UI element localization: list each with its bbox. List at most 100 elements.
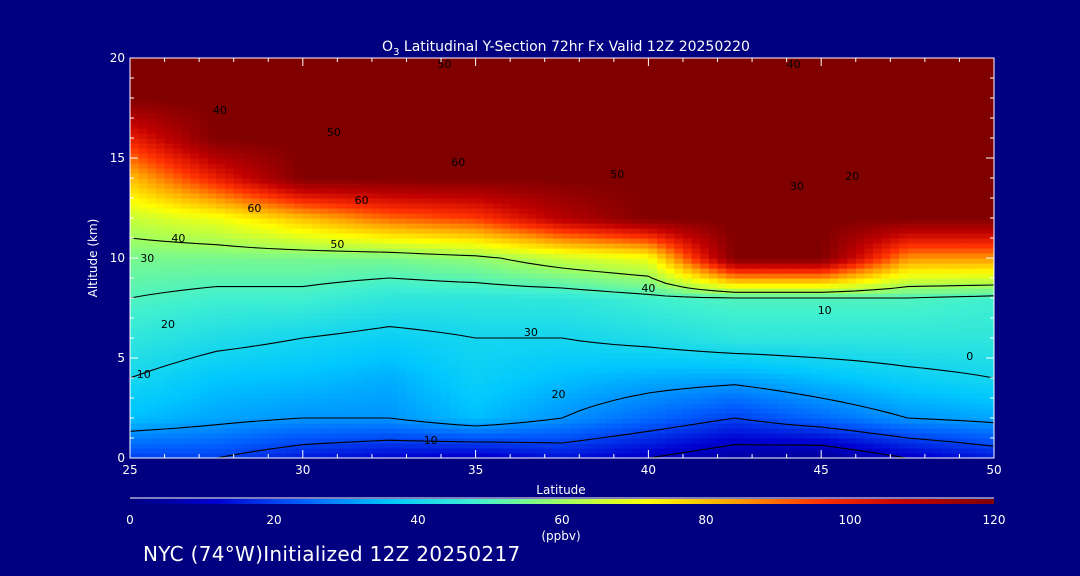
heatmap-cell — [484, 318, 494, 324]
heatmap-cell — [466, 368, 477, 374]
heatmap-cell — [881, 283, 891, 289]
heatmap-cell — [544, 448, 554, 454]
heatmap-cell — [518, 243, 529, 249]
heatmap-cell — [199, 263, 209, 269]
heatmap-cell — [873, 308, 883, 314]
heatmap-cell — [501, 403, 511, 409]
heatmap-cell — [233, 453, 243, 458]
heatmap-cell — [639, 388, 649, 394]
heatmap-cell — [233, 428, 243, 434]
heatmap-cell — [933, 338, 943, 344]
heatmap-cell — [207, 433, 217, 439]
heatmap-cell — [337, 378, 347, 384]
heatmap-cell — [510, 308, 520, 314]
heatmap-cell — [596, 208, 606, 214]
heatmap-cell — [700, 353, 710, 359]
heatmap-cell — [968, 318, 978, 324]
heatmap-cell — [302, 208, 313, 214]
heatmap-cell — [829, 298, 840, 304]
heatmap-cell — [665, 328, 675, 334]
heatmap-cell — [259, 428, 269, 434]
heatmap-cell — [838, 323, 848, 329]
heatmap-cell — [596, 238, 606, 244]
heatmap-cell — [942, 263, 952, 269]
heatmap-cell — [579, 283, 589, 289]
heatmap-cell — [346, 403, 356, 409]
heatmap-cell — [674, 248, 684, 254]
heatmap-cell — [466, 303, 477, 309]
heatmap-cell — [130, 418, 140, 424]
heatmap-cell — [959, 408, 969, 414]
heatmap-cell — [898, 248, 909, 254]
heatmap-cell — [700, 408, 710, 414]
heatmap-cell — [778, 393, 788, 399]
heatmap-cell — [976, 233, 986, 239]
heatmap-cell — [942, 278, 952, 284]
heatmap-cell — [173, 413, 183, 419]
heatmap-cell — [717, 423, 727, 429]
heatmap-cell — [337, 308, 347, 314]
heatmap-cell — [527, 288, 537, 294]
heatmap-cell — [708, 348, 719, 354]
heatmap-cell — [389, 403, 399, 409]
heatmap-cell — [639, 218, 649, 224]
heatmap-cell — [916, 268, 926, 274]
heatmap-cell — [199, 228, 209, 234]
heatmap-cell — [268, 213, 278, 219]
heatmap-cell — [181, 258, 192, 264]
heatmap-cell — [907, 443, 917, 449]
heatmap-cell — [769, 273, 779, 279]
heatmap-cell — [259, 373, 269, 379]
heatmap-cell — [501, 348, 511, 354]
heatmap-cell — [769, 293, 779, 299]
heatmap-cell — [449, 378, 459, 384]
heatmap-cell — [752, 318, 762, 324]
heatmap-cell — [190, 238, 200, 244]
heatmap-cell — [587, 273, 598, 279]
heatmap-cell — [847, 228, 857, 234]
heatmap-cell — [700, 433, 710, 439]
heatmap-cell — [795, 408, 805, 414]
heatmap-cell — [311, 228, 321, 234]
heatmap-cell — [164, 273, 174, 279]
heatmap-cell — [441, 223, 451, 229]
heatmap-cell — [164, 428, 174, 434]
heatmap-cell — [924, 383, 935, 389]
heatmap-cell — [155, 443, 166, 449]
heatmap-cell — [466, 283, 477, 289]
heatmap-cell — [147, 223, 157, 229]
heatmap-cell — [276, 423, 287, 429]
heatmap-cell — [441, 298, 451, 304]
heatmap-cell — [890, 428, 900, 434]
heatmap-cell — [873, 443, 883, 449]
heatmap-cell — [942, 453, 952, 458]
heatmap-cell — [769, 443, 779, 449]
heatmap-cell — [752, 368, 762, 374]
heatmap-cell — [242, 263, 252, 269]
heatmap-cell — [536, 393, 546, 399]
heatmap-cell — [363, 253, 373, 259]
heatmap-cell — [354, 213, 364, 219]
heatmap-cell — [225, 448, 235, 454]
heatmap-cell — [907, 388, 917, 394]
heatmap-cell — [847, 223, 857, 229]
heatmap-cell — [250, 428, 261, 434]
heatmap-cell — [596, 448, 606, 454]
heatmap-cell — [898, 298, 909, 304]
heatmap-cell — [665, 418, 675, 424]
heatmap-cell — [181, 378, 192, 384]
heatmap-cell — [466, 403, 477, 409]
heatmap-cell — [484, 343, 494, 349]
heatmap-cell — [458, 348, 468, 354]
heatmap-cell — [648, 418, 658, 424]
heatmap-cell — [760, 363, 770, 369]
heatmap-cell — [268, 413, 278, 419]
heatmap-cell — [985, 438, 994, 444]
heatmap-cell — [242, 253, 252, 259]
heatmap-cell — [924, 348, 935, 354]
heatmap-cell — [950, 353, 961, 359]
heatmap-cell — [354, 448, 364, 454]
heatmap-cell — [415, 388, 425, 394]
heatmap-cell — [553, 218, 563, 224]
heatmap-cell — [371, 278, 382, 284]
